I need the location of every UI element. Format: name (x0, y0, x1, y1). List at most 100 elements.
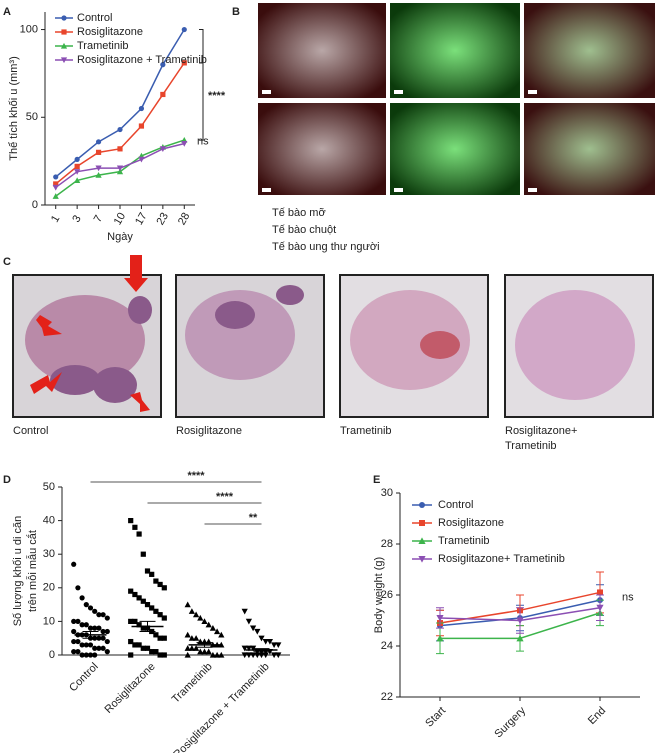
data-point (138, 156, 145, 163)
data-point (184, 651, 191, 658)
data-point (153, 608, 159, 614)
image-legend-label: Tế bào mỡ (272, 207, 326, 219)
data-point (144, 568, 151, 574)
data-point (205, 621, 212, 628)
y-tick-label: 24 (381, 640, 393, 652)
data-point (140, 551, 146, 557)
y-tick-label: 10 (43, 615, 55, 627)
y-tick-label: 22 (381, 691, 393, 703)
data-point (241, 645, 248, 652)
y-tick-label: 26 (381, 589, 393, 601)
y-axis-label: Số lượng khối u di căn (12, 516, 24, 627)
data-point (116, 165, 124, 172)
x-tick-label: 10 (112, 211, 129, 228)
data-point (71, 628, 77, 635)
data-point (136, 622, 142, 628)
y-tick-label: 50 (43, 481, 55, 493)
significance-label: **** (216, 491, 234, 503)
data-point (153, 649, 159, 655)
data-point (597, 589, 603, 596)
data-point (92, 625, 98, 631)
x-tick-label: Surgery (492, 704, 528, 740)
data-point (254, 652, 261, 659)
significance-label: ns (622, 591, 634, 603)
x-tick-label: 1 (49, 213, 62, 224)
x-tick-label: Trametinib (170, 661, 215, 706)
data-point (160, 91, 166, 98)
data-point (92, 652, 98, 658)
data-point (213, 651, 221, 658)
data-point (181, 60, 187, 66)
data-point (275, 642, 282, 649)
data-point (436, 614, 444, 622)
y-tick-label: 50 (26, 111, 38, 123)
data-point (132, 642, 138, 648)
data-point (79, 642, 85, 648)
data-point (218, 641, 225, 648)
legend-marker (419, 520, 425, 526)
data-point (157, 581, 163, 588)
data-point (249, 625, 257, 632)
data-point (140, 598, 146, 604)
legend-label: Trametinib (77, 40, 129, 52)
data-point (436, 634, 444, 642)
data-point (83, 642, 89, 648)
data-point (144, 602, 151, 608)
data-point (87, 652, 94, 658)
x-tick-label: 3 (70, 213, 83, 224)
x-tick-label: Start (423, 705, 448, 730)
data-point (138, 123, 145, 129)
data-point (241, 652, 248, 659)
data-point (266, 638, 274, 645)
y-tick-label: 30 (381, 487, 393, 499)
data-point (270, 642, 278, 649)
data-point (52, 184, 59, 191)
panel-letter: E (373, 474, 380, 486)
y-axis-label: Thể tích khối u (mm³) (8, 56, 20, 161)
data-point (188, 635, 196, 641)
data-point (96, 635, 102, 641)
data-point (104, 628, 110, 635)
y-tick-label: 20 (43, 582, 55, 594)
data-point (153, 632, 159, 638)
data-point (149, 571, 155, 577)
data-point (209, 651, 217, 658)
data-point (79, 595, 85, 601)
legend-marker (60, 42, 68, 49)
data-point (213, 628, 221, 635)
data-point (245, 618, 253, 625)
legend-marker (418, 556, 426, 563)
significance-label: **** (208, 90, 226, 102)
data-point (184, 601, 191, 608)
data-point (188, 608, 196, 614)
data-point (92, 608, 98, 614)
panel-letter: D (3, 474, 11, 486)
data-point (95, 172, 102, 178)
x-tick-label: Rosiglitazone (102, 661, 157, 716)
data-point (149, 649, 155, 655)
data-point (74, 163, 80, 169)
data-point (87, 625, 94, 631)
data-point (241, 608, 248, 615)
legend-marker (60, 57, 68, 64)
x-tick-label: 23 (155, 211, 172, 228)
y-tick-label: 0 (32, 199, 38, 211)
data-point (201, 618, 208, 624)
y-tick-label: 0 (49, 649, 55, 661)
data-point (83, 652, 89, 658)
data-point (87, 605, 94, 611)
data-point (83, 622, 89, 628)
data-point (104, 649, 110, 655)
data-point (249, 645, 257, 652)
data-point (270, 652, 278, 659)
data-point (100, 628, 106, 635)
legend-label: Trametinib (438, 535, 490, 547)
data-point (128, 518, 134, 524)
data-point (184, 631, 191, 638)
data-point (275, 652, 282, 659)
image-label: Control (13, 425, 48, 437)
data-point (516, 634, 524, 642)
panel-b-images (258, 3, 655, 195)
data-point (157, 652, 163, 658)
